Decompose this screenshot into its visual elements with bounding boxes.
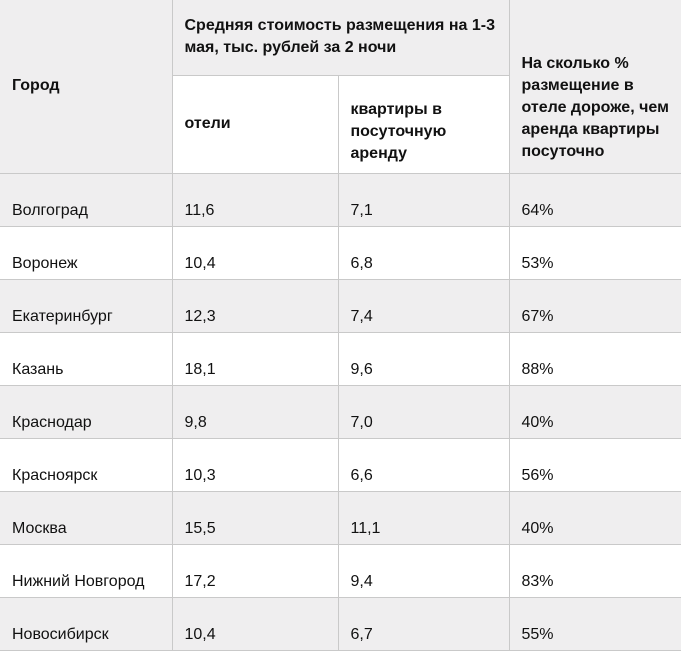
diff-cell: 40% xyxy=(508,490,681,545)
apartment-price-cell: 11,1 xyxy=(337,490,510,545)
city-cell: Казань xyxy=(0,331,173,386)
diff-cell: 55% xyxy=(508,596,681,651)
table-row: Красноярск 10,3 6,6 56% xyxy=(0,437,681,492)
apartment-price-cell: 9,6 xyxy=(337,331,510,386)
hotel-price-cell: 10,4 xyxy=(171,225,339,280)
header-apartments: квартиры в посуточную аренду xyxy=(337,74,509,174)
hotel-price-cell: 9,8 xyxy=(171,384,339,439)
hotel-price-cell: 15,5 xyxy=(171,490,339,545)
diff-cell: 56% xyxy=(508,437,681,492)
city-cell: Екатеринбург xyxy=(0,278,173,333)
table-row: Казань 18,1 9,6 88% xyxy=(0,331,681,386)
apartment-price-cell: 6,6 xyxy=(337,437,510,492)
diff-cell: 67% xyxy=(508,278,681,333)
hotel-price-cell: 17,2 xyxy=(171,543,339,598)
table-body: Волгоград 11,6 7,1 64% Воронеж 10,4 6,8 53% Екат… xyxy=(0,173,681,651)
diff-cell: 40% xyxy=(508,384,681,439)
table-row: Воронеж 10,4 6,8 53% xyxy=(0,225,681,280)
apartment-price-cell: 7,4 xyxy=(337,278,510,333)
city-cell: Нижний Новгород xyxy=(0,543,173,598)
header-diff: На сколько % размещение в отеле дороже, … xyxy=(508,0,681,174)
hotel-price-cell: 11,6 xyxy=(171,173,339,227)
diff-cell: 88% xyxy=(508,331,681,386)
table-row: Нижний Новгород 17,2 9,4 83% xyxy=(0,543,681,598)
hotel-price-cell: 10,3 xyxy=(171,437,339,492)
diff-cell: 64% xyxy=(508,173,681,227)
header-group: Средняя стоимость размещения на 1-3 мая,… xyxy=(171,0,510,76)
apartment-price-cell: 7,1 xyxy=(337,173,510,227)
diff-cell: 83% xyxy=(508,543,681,598)
apartment-price-cell: 6,7 xyxy=(337,596,510,651)
apartment-price-cell: 7,0 xyxy=(337,384,510,439)
city-cell: Красноярск xyxy=(0,437,173,492)
hotel-price-cell: 10,4 xyxy=(171,596,339,651)
diff-cell: 53% xyxy=(508,225,681,280)
apartment-price-cell: 9,4 xyxy=(337,543,510,598)
apartment-price-cell: 6,8 xyxy=(337,225,510,280)
city-cell: Москва xyxy=(0,490,173,545)
city-cell: Новосибирск xyxy=(0,596,173,651)
city-cell: Волгоград xyxy=(0,173,173,227)
hotel-price-cell: 18,1 xyxy=(171,331,339,386)
city-cell: Воронеж xyxy=(0,225,173,280)
header-hotels: отели xyxy=(172,74,339,174)
table-row: Новосибирск 10,4 6,7 55% xyxy=(0,596,681,651)
table-row: Волгоград 11,6 7,1 64% xyxy=(0,173,681,227)
table-row: Екатеринбург 12,3 7,4 67% xyxy=(0,278,681,333)
city-cell: Краснодар xyxy=(0,384,173,439)
hotel-price-cell: 12,3 xyxy=(171,278,339,333)
header-city: Город xyxy=(0,0,173,174)
table-row: Москва 15,5 11,1 40% xyxy=(0,490,681,545)
table-row: Краснодар 9,8 7,0 40% xyxy=(0,384,681,439)
